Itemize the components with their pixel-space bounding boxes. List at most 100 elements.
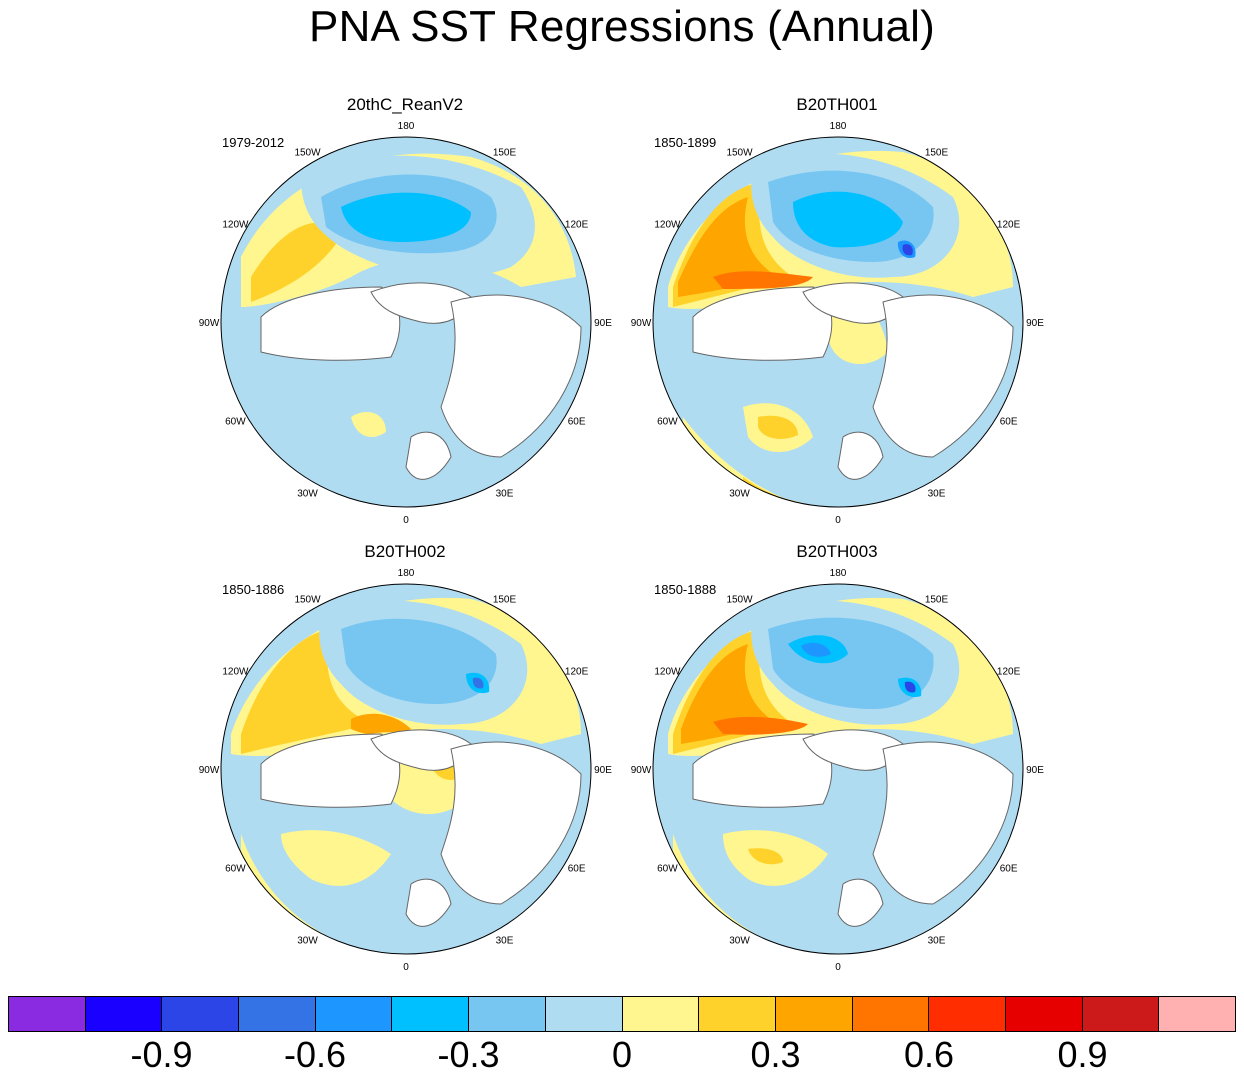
polar-map: 180 150E 120E 90E 60E 30E 0 30W 60W 90W 120W 150W [199, 568, 613, 973]
colorbar-swatch [852, 997, 930, 1031]
colorbar-label: -0.3 [437, 1034, 500, 1075]
polar-map: 180 150E 120E 90E 60E 30E 0 30W 60W 90W 120W 150W [631, 568, 1045, 973]
colorbar-swatch [1159, 997, 1235, 1031]
longitude-label: 60W [657, 864, 678, 875]
longitude-label: 120E [997, 667, 1021, 678]
sst-contour-region [351, 713, 411, 736]
panel-title: B20TH001 [796, 95, 878, 114]
longitude-label: 90W [631, 765, 652, 776]
colorbar-swatch [392, 997, 470, 1031]
longitude-label: 90E [1026, 765, 1044, 776]
longitude-label: 180 [830, 121, 847, 132]
longitude-label: 30E [928, 489, 946, 500]
longitude-label: 30W [297, 489, 318, 500]
sst-contour-region [341, 192, 471, 242]
longitude-label: 150E [925, 594, 949, 605]
colorbar-swatch [622, 997, 700, 1031]
longitude-label: 30E [928, 936, 946, 947]
colorbar-swatch [315, 997, 393, 1031]
land-mass [405, 431, 452, 480]
longitude-label: 120E [997, 220, 1021, 231]
map-boundary [220, 583, 592, 955]
colorbar-swatch [85, 997, 163, 1031]
sst-contour-region [281, 830, 391, 886]
longitude-label: 120E [565, 220, 589, 231]
longitude-label: 60W [225, 417, 246, 428]
period-label: 1850-1886 [222, 582, 285, 597]
sst-contour-region [801, 642, 831, 657]
sst-contour-region [226, 337, 421, 504]
longitude-label: 30W [297, 936, 318, 947]
sst-contour-region [793, 191, 903, 248]
colorbar-label: 0.6 [903, 1034, 955, 1075]
colorbar-label: 0.9 [1057, 1034, 1108, 1075]
colorbar-label: -0.9 [130, 1034, 193, 1075]
longitude-label: 150E [493, 594, 517, 605]
panel-title: 20thC_ReanV2 [346, 95, 464, 114]
colorbar-swatch [545, 997, 623, 1031]
longitude-label: 150E [925, 147, 949, 158]
colorbar-swatch [775, 997, 853, 1031]
longitude-label: 30W [729, 936, 750, 947]
panel-title: B20TH002 [364, 542, 446, 561]
longitude-label: 60E [568, 417, 586, 428]
land-mass [440, 294, 582, 458]
longitude-label: 90W [199, 318, 220, 329]
map-boundary [220, 136, 592, 508]
sst-contour-region [341, 618, 497, 704]
longitude-label: 60E [1000, 417, 1018, 428]
sst-contour-region [251, 222, 341, 302]
colorbar-swatch [239, 997, 316, 1031]
longitude-label: 120E [565, 667, 589, 678]
period-label: 1850-1899 [654, 135, 717, 150]
longitude-label: 180 [398, 121, 415, 132]
longitude-label: 90W [199, 765, 220, 776]
colorbar-swatch [9, 997, 86, 1031]
land-mass [872, 741, 1014, 905]
colorbar-swatch [469, 997, 546, 1031]
panel-title: B20TH003 [796, 542, 878, 561]
colorbar-swatch [1005, 997, 1083, 1031]
longitude-label: 180 [830, 568, 847, 579]
longitude-label: 150W [726, 594, 753, 605]
longitude-label: 90E [1026, 318, 1044, 329]
land-mass [837, 878, 884, 927]
longitude-label: 0 [403, 962, 409, 973]
land-mass [405, 878, 452, 927]
longitude-label: 30W [729, 489, 750, 500]
sst-contour-region [351, 412, 386, 437]
longitude-label: 90E [594, 318, 612, 329]
longitude-label: 90E [594, 765, 612, 776]
longitude-label: 30E [496, 489, 514, 500]
land-mass [440, 741, 582, 905]
colorbar-swatch [162, 997, 240, 1031]
land-mass [837, 431, 884, 480]
longitude-label: 0 [403, 515, 409, 526]
colorbar-label: -0.6 [283, 1034, 347, 1075]
longitude-label: 180 [398, 568, 415, 579]
sst-contour-region [241, 629, 371, 754]
sst-contour-region [902, 244, 913, 256]
longitude-label: 0 [835, 962, 841, 973]
longitude-label: 120W [222, 667, 249, 678]
sst-contour-region [713, 716, 808, 735]
longitude-label: 0 [835, 515, 841, 526]
period-label: 1979-2012 [222, 135, 285, 150]
land-mass [872, 294, 1014, 458]
land-mass [260, 733, 401, 808]
sst-contour-region [713, 271, 813, 289]
polar-map: 180 150E 120E 90E 60E 30E 0 30W 60W 90W 120W 150W [631, 121, 1045, 526]
colorbar-swatch [929, 997, 1006, 1031]
land-mass [692, 286, 833, 361]
land-mass [692, 733, 833, 808]
map-panel-b20th001: 180 150E 120E 90E 60E 30E 0 30W 60W 90W 120W 150W B… [627, 95, 1047, 535]
longitude-label: 90W [631, 318, 652, 329]
longitude-label: 30E [496, 936, 514, 947]
colorbar-swatch [1082, 997, 1160, 1031]
colorbar [8, 996, 1236, 1032]
map-boundary [652, 583, 1024, 955]
colorbar-swatch [699, 997, 776, 1031]
longitude-label: 120W [654, 220, 681, 231]
colorbar-label: 0 [611, 1034, 633, 1075]
longitude-label: 120W [654, 667, 681, 678]
